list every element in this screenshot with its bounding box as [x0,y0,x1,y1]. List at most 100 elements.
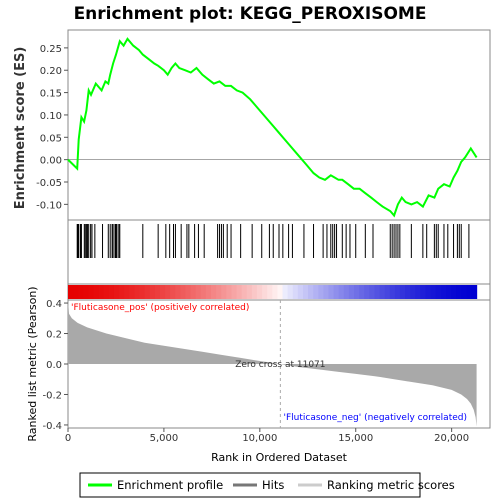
color-bar-segment [277,285,284,299]
es-panel-frame [67,29,491,221]
color-bar-segment [124,285,130,299]
color-bar-segment [236,285,243,299]
color-bar-segment [88,285,95,299]
es-y-tick-label: 0.10 [40,111,62,122]
color-bar-segment [68,285,74,299]
legend-label-ranking: Ranking metric scores [327,478,455,492]
legend-label-hits: Hits [262,478,284,492]
color-bar-segment [318,285,324,299]
color-bar-segment [93,285,100,299]
color-bar-segment [333,285,340,299]
x-tick-label: 0 [65,433,71,444]
rank-y-tick-label: 0.4 [46,299,62,310]
color-bar-segment [364,285,370,299]
color-bar-segment [200,285,207,299]
color-bar-segment [139,285,146,299]
color-bar-segment [471,285,478,299]
legend-label-enrichment: Enrichment profile [117,478,223,492]
color-bar-segment [420,285,427,299]
color-bar-segment [221,285,227,299]
x-tick-label: 10,000 [242,433,277,444]
color-bar-segment [108,285,115,299]
color-bar-segment [251,285,258,299]
color-bar-segment [144,285,151,299]
color-bar-segment [466,285,473,299]
x-tick-label: 15,000 [338,433,373,444]
color-bar-segment [338,285,345,299]
es-y-tick-label: 0.05 [40,133,62,144]
color-bar-segment [78,285,84,299]
ranking-color-bar [67,283,491,301]
color-bar-segment [313,285,319,299]
color-bar-segment [389,285,396,299]
color-bar-segment [287,285,294,299]
rank-x-axis-ticks: 0 5,000 10,000 15,000 20,000 [65,428,469,444]
es-y-tick-label: 0.00 [40,156,62,167]
color-bar-segment [435,285,442,299]
color-bar-segment [154,285,161,299]
color-bar-segment [272,285,278,299]
color-bar-segment [226,285,233,299]
es-y-tick-label: 0.15 [40,89,62,100]
color-bar-segment [149,285,156,299]
positive-correlation-label: 'Fluticasone_pos' (positively correlated… [71,303,249,313]
color-bar-segment [440,285,447,299]
color-bar-segment [461,285,467,299]
color-bar-segment [348,285,355,299]
color-bar-segment [343,285,350,299]
color-bar-segment [379,285,386,299]
hits-panel [67,219,491,285]
color-bar-segment [195,285,202,299]
color-bar-segment [297,285,304,299]
rank-y-tick-label: 0.0 [46,360,62,371]
color-bar-segment [369,285,376,299]
es-y-tick-label: 0.20 [40,66,62,77]
color-bar-segment [451,285,457,299]
color-bar-segment [354,285,360,299]
color-bar-segment [384,285,391,299]
color-bar-segment [211,285,217,299]
rank-y-tick-label: 0.2 [46,330,62,341]
color-bar-segment [129,285,135,299]
chart-title: Enrichment plot: KEGG_PEROXISOME [74,4,427,24]
color-bar-segment [328,285,335,299]
color-bar-segment [98,285,105,299]
color-bar-segment [190,285,197,299]
color-bar-segment [262,285,268,299]
es-y-tick-label: 0.25 [40,44,62,55]
color-bar-segment [216,285,222,299]
x-tick-label: 5,000 [150,433,179,444]
color-bar-segment [410,285,416,299]
color-bar-segment [445,285,452,299]
es-y-tick-label: -0.10 [36,200,62,211]
x-axis-label: Rank in Ordered Dataset [211,451,348,464]
color-bar-segment [205,285,212,299]
rank-metric-panel: -0.4 -0.2 0.0 0.2 0.4 0 5,000 10,000 15,000 20,0… [26,286,491,464]
color-bar-segment [185,285,192,299]
color-bar-segment [241,285,248,299]
es-y-axis-label: Enrichment score (ES) [13,47,28,210]
color-bar-segment [175,285,181,299]
zero-cross-label: Zero cross at 11071 [235,360,325,370]
color-bar-segment [430,285,437,299]
color-bar-segment [73,285,79,299]
ranking-metric-area [68,300,477,427]
color-bar-segment [267,285,273,299]
rank-y-axis-label: Ranked list metric (Pearson) [26,286,39,441]
color-bar-segment [292,285,299,299]
color-bar-segment [456,285,462,299]
color-bar-segment [134,285,141,299]
color-bar-segment [159,285,166,299]
color-bar-segment [170,285,176,299]
legend: Enrichment profile Hits Ranking metric s… [79,472,455,498]
color-bar-segment [282,285,289,299]
color-bar-segment [323,285,330,299]
color-bar-segment [415,285,421,299]
rank-y-axis-ticks: -0.4 -0.2 0.0 0.2 0.4 [42,299,68,432]
color-bar-segment [425,285,432,299]
rank-y-tick-label: -0.2 [42,390,62,401]
color-bar-segment [246,285,253,299]
es-y-tick-label: -0.05 [36,178,62,189]
color-bar-segment [83,285,90,299]
color-bar-segment [103,285,110,299]
